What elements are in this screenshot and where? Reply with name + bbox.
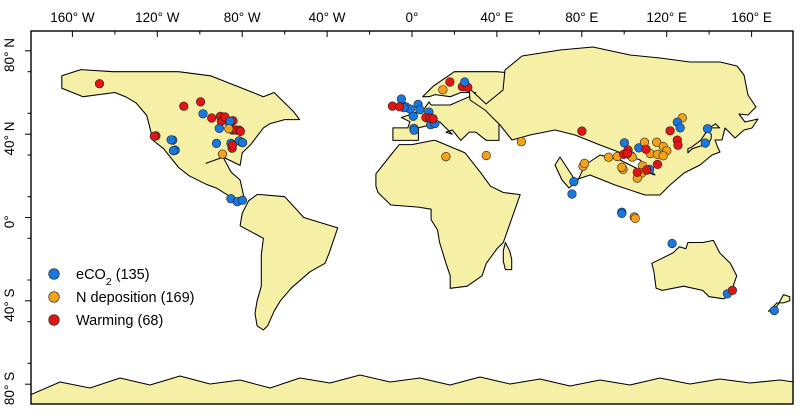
svg-text:40° S: 40° S bbox=[2, 289, 17, 322]
svg-text:eCO2 (135): eCO2 (135) bbox=[76, 267, 150, 288]
svg-text:0°: 0° bbox=[406, 10, 419, 25]
svg-text:0°: 0° bbox=[2, 215, 17, 228]
svg-text:160° E: 160° E bbox=[731, 10, 772, 25]
svg-text:40° N: 40° N bbox=[2, 122, 17, 156]
svg-text:40° W: 40° W bbox=[309, 10, 346, 25]
svg-text:160° W: 160° W bbox=[50, 10, 95, 25]
svg-text:Warming (68): Warming (68) bbox=[76, 313, 163, 329]
svg-text:N deposition (169): N deposition (169) bbox=[76, 290, 195, 306]
svg-text:80° W: 80° W bbox=[224, 10, 261, 25]
svg-text:120° E: 120° E bbox=[646, 10, 687, 25]
svg-text:40° E: 40° E bbox=[480, 10, 513, 25]
svg-text:120° W: 120° W bbox=[135, 10, 180, 25]
svg-text:80° N: 80° N bbox=[2, 38, 17, 72]
svg-text:80° E: 80° E bbox=[565, 10, 598, 25]
svg-text:80° S: 80° S bbox=[2, 372, 17, 405]
